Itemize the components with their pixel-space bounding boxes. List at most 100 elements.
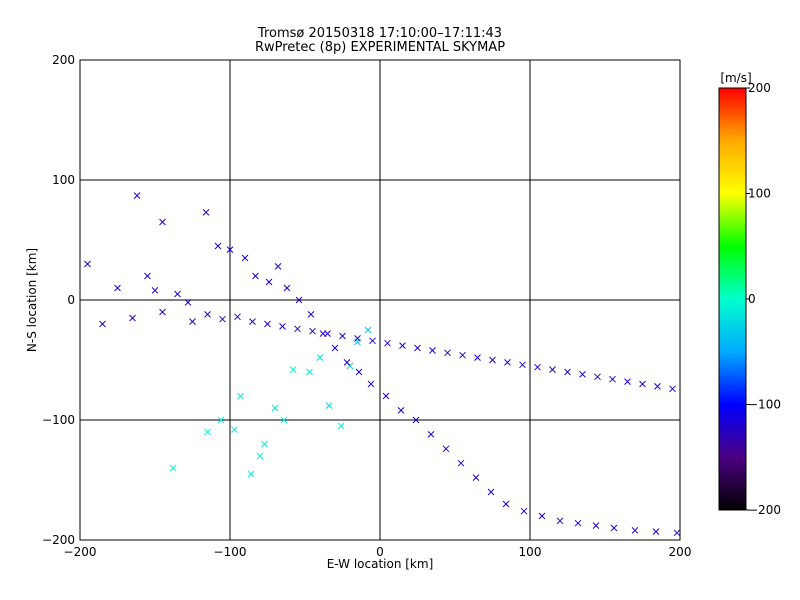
data-point xyxy=(289,366,297,373)
data-point xyxy=(652,528,660,535)
data-point xyxy=(174,290,181,298)
chart-title: Tromsø 20150318 17:10:00–17:11:43 xyxy=(257,26,502,41)
data-point xyxy=(631,527,639,534)
data-point xyxy=(324,330,331,337)
data-point xyxy=(673,529,681,537)
data-point xyxy=(264,320,271,328)
data-point xyxy=(325,402,333,409)
data-point xyxy=(241,254,249,262)
data-point xyxy=(457,459,465,467)
data-point xyxy=(474,354,481,361)
data-point xyxy=(412,416,420,424)
data-point xyxy=(669,385,676,393)
data-point xyxy=(144,272,151,280)
data-point xyxy=(444,349,451,357)
data-point xyxy=(99,320,106,328)
data-point xyxy=(252,272,259,280)
data-point xyxy=(427,431,435,438)
data-point xyxy=(271,404,279,412)
data-point xyxy=(442,445,450,453)
data-point xyxy=(247,470,255,478)
data-point xyxy=(283,284,291,292)
data-point xyxy=(309,327,316,335)
data-point xyxy=(592,522,600,529)
data-point xyxy=(316,354,324,361)
data-point xyxy=(364,326,372,334)
data-point xyxy=(654,383,661,390)
data-point xyxy=(610,524,618,532)
colorbar xyxy=(718,87,747,511)
data-point xyxy=(384,339,391,347)
grid-lines xyxy=(80,60,680,540)
data-point xyxy=(337,422,345,430)
data-point xyxy=(549,366,556,373)
data-point xyxy=(226,246,234,253)
data-point xyxy=(399,342,406,349)
data-point xyxy=(609,375,616,383)
data-point xyxy=(274,263,282,270)
data-point xyxy=(339,332,346,340)
x-tick-label: 0 xyxy=(376,545,384,559)
data-point xyxy=(204,428,211,436)
data-point xyxy=(459,351,466,359)
data-point xyxy=(217,416,225,424)
y-axis-label: N-S location [km] xyxy=(25,248,39,352)
data-point xyxy=(159,218,166,226)
data-point xyxy=(520,507,528,515)
y-tick-label: −100 xyxy=(42,413,75,427)
data-point xyxy=(114,284,121,292)
data-point xyxy=(556,517,564,525)
data-point xyxy=(159,308,166,316)
data-point xyxy=(487,488,495,496)
data-point xyxy=(489,356,496,364)
chart-subtitle: RwPretec (8p) EXPERIMENTAL SKYMAP xyxy=(255,40,505,55)
data-point xyxy=(249,318,256,325)
data-point xyxy=(594,373,601,381)
y-tick-label: −200 xyxy=(42,533,75,547)
data-point xyxy=(564,368,571,376)
colorbar-ticks: 200 100 0 −100 −200 xyxy=(746,81,781,517)
data-point xyxy=(538,512,546,520)
data-point xyxy=(129,314,136,322)
x-tick-label: 100 xyxy=(519,545,542,559)
colorbar-tick-label: 100 xyxy=(748,187,771,201)
data-point xyxy=(133,192,141,199)
data-point xyxy=(534,363,541,371)
colorbar-tick-label: 200 xyxy=(748,81,771,95)
data-point xyxy=(261,440,268,448)
data-point xyxy=(639,380,646,388)
data-point xyxy=(579,371,586,378)
data-point xyxy=(237,392,244,400)
x-axis-label: E-W location [km] xyxy=(327,557,434,571)
data-points xyxy=(84,192,681,537)
data-point xyxy=(265,278,273,286)
data-point xyxy=(504,359,511,366)
y-tick-label: 200 xyxy=(52,53,75,67)
colorbar-label: [m/s] xyxy=(720,71,751,85)
data-point xyxy=(429,347,436,354)
x-tick-label: −100 xyxy=(214,545,247,559)
data-point xyxy=(256,452,264,460)
data-point xyxy=(219,315,226,323)
data-point xyxy=(184,299,192,306)
data-point xyxy=(624,378,631,385)
data-point xyxy=(204,311,211,318)
data-point xyxy=(189,318,196,325)
data-point xyxy=(472,474,480,481)
data-point xyxy=(307,311,315,318)
colorbar-tick-label: −100 xyxy=(748,398,781,412)
y-axis-ticks: −200 −100 0 100 200 xyxy=(42,53,86,547)
y-tick-label: 0 xyxy=(67,293,75,307)
colorbar-tick-label: −200 xyxy=(748,503,781,517)
data-point xyxy=(169,464,177,472)
data-point xyxy=(214,242,222,250)
data-point xyxy=(397,407,405,414)
data-point xyxy=(294,325,301,333)
data-point xyxy=(151,287,159,294)
data-point xyxy=(414,344,421,352)
data-point xyxy=(574,519,582,527)
data-point xyxy=(231,426,238,433)
data-point xyxy=(343,359,351,366)
data-point xyxy=(331,344,339,352)
